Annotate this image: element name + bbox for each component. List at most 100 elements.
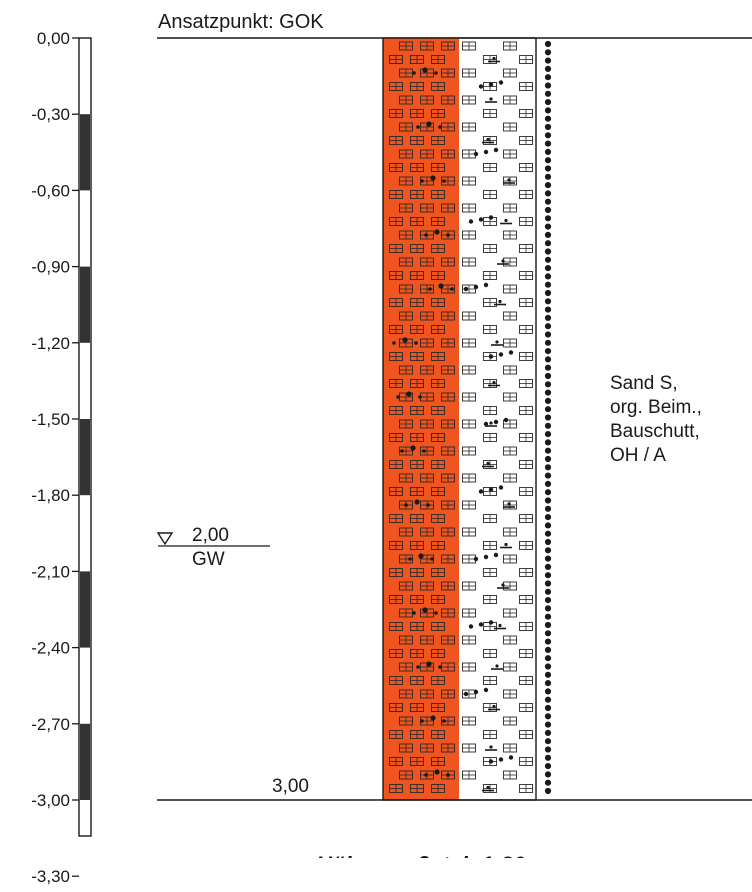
gravel-symbol <box>434 769 440 775</box>
gravel-symbol <box>434 611 438 615</box>
grain-dot <box>544 480 552 487</box>
grain-dot <box>544 206 552 214</box>
grain-dot <box>544 240 552 247</box>
grain-dot <box>544 306 552 313</box>
gravel-symbol <box>483 421 489 427</box>
gravel-symbol <box>426 121 432 127</box>
grain-dot <box>544 182 552 189</box>
depth-tick-label: -0,90 <box>31 258 70 277</box>
grain-dot <box>544 431 552 438</box>
depth-tick-label: -3,00 <box>31 791 70 810</box>
gravel-symbol <box>446 773 450 777</box>
grain-dot <box>544 90 552 97</box>
grain-dot <box>544 348 552 355</box>
gravel-symbol <box>430 175 436 181</box>
depth-tick-label: -2,40 <box>31 639 70 658</box>
depth-tick-label: -0,30 <box>31 105 70 124</box>
grain-dot <box>544 771 552 778</box>
depth-scale-segment <box>80 419 90 496</box>
grain-dot <box>544 82 552 89</box>
grain-dot <box>544 688 552 695</box>
gravel-symbol <box>426 661 432 667</box>
groundwater-marker: 2,00 GW <box>156 525 270 570</box>
gravel-symbol <box>478 84 484 89</box>
gravel-symbol <box>493 552 499 558</box>
depth-scale-segment <box>80 571 90 648</box>
gravel-symbol <box>508 350 514 355</box>
grain-dot <box>544 721 552 728</box>
layer-bottom-depth: 3,00 <box>272 776 309 797</box>
grain-dot <box>544 215 552 222</box>
gravel-symbol <box>498 352 504 357</box>
gravel-symbol <box>498 80 504 85</box>
gravel-symbol <box>410 445 416 451</box>
grain-dot <box>544 248 552 255</box>
grain-dot <box>544 49 552 56</box>
gravel-symbol <box>478 622 484 627</box>
gravel-symbol <box>406 391 412 397</box>
depth-tick-label: -2,10 <box>31 562 70 581</box>
grain-dot <box>544 779 552 786</box>
gravel-symbol <box>438 125 442 129</box>
gravel-symbol <box>446 233 450 237</box>
grain-dot <box>544 547 552 554</box>
grain-dot <box>544 198 552 205</box>
gravel-symbol <box>508 755 514 760</box>
grain-dot <box>544 190 552 197</box>
grain-dot <box>544 763 552 770</box>
gravel-symbol <box>392 341 396 345</box>
grain-dot <box>544 472 552 479</box>
gravel-symbol <box>408 557 412 561</box>
gravel-symbol <box>488 354 494 359</box>
grain-dot <box>544 680 552 687</box>
grain-dot <box>544 173 552 180</box>
grain-dot <box>544 414 552 421</box>
depth-tick-label: -3,30 <box>31 867 70 886</box>
grain-dot <box>544 563 552 571</box>
gravel-symbol <box>442 179 446 183</box>
grain-dot <box>544 389 552 396</box>
grain-dot <box>544 381 552 388</box>
grain-dot <box>544 422 552 429</box>
grain-dot <box>544 588 552 595</box>
grain-dot <box>544 406 552 413</box>
grain-dot <box>544 464 552 471</box>
grain-dot <box>544 514 552 521</box>
gravel-symbol <box>422 67 428 73</box>
grain-dot <box>544 157 552 164</box>
grain-dot <box>544 323 552 330</box>
soil-symbols <box>389 41 533 793</box>
gravel-symbol <box>434 229 440 235</box>
gravel-symbol <box>428 287 432 291</box>
gravel-symbol <box>396 395 400 399</box>
grain-dot <box>544 165 552 172</box>
grain-dot <box>544 397 552 404</box>
depth-tick-label: 0,00 <box>37 29 70 48</box>
grain-dot <box>544 40 552 48</box>
grain-dot <box>544 132 552 139</box>
grain-dot <box>544 704 552 712</box>
layer-description-line-4: OH / A <box>610 445 666 466</box>
grain-size-dot-line <box>544 40 552 795</box>
gravel-symbol <box>473 556 479 562</box>
grain-dot <box>544 663 552 670</box>
gravel-symbol <box>426 503 430 507</box>
grain-dot <box>544 754 552 761</box>
grain-dot <box>544 140 552 147</box>
grain-dot <box>544 655 552 662</box>
grain-dot <box>544 364 552 371</box>
grain-dot <box>544 298 552 305</box>
gravel-symbol <box>478 489 484 494</box>
gravel-symbol <box>416 125 420 129</box>
layer-description-line-3: Bauschutt, <box>610 421 700 442</box>
grain-dot <box>544 522 552 529</box>
gravel-symbol <box>468 219 474 224</box>
depth-scale-segment <box>80 723 90 800</box>
gravel-symbol <box>468 624 474 629</box>
gravel-symbol <box>483 554 489 560</box>
groundwater-triangle-icon <box>156 532 174 546</box>
gravel-symbol <box>422 607 428 613</box>
grain-dot <box>544 572 552 579</box>
grain-dot <box>544 256 552 263</box>
layer-description-line-1: Sand S, <box>610 373 678 394</box>
